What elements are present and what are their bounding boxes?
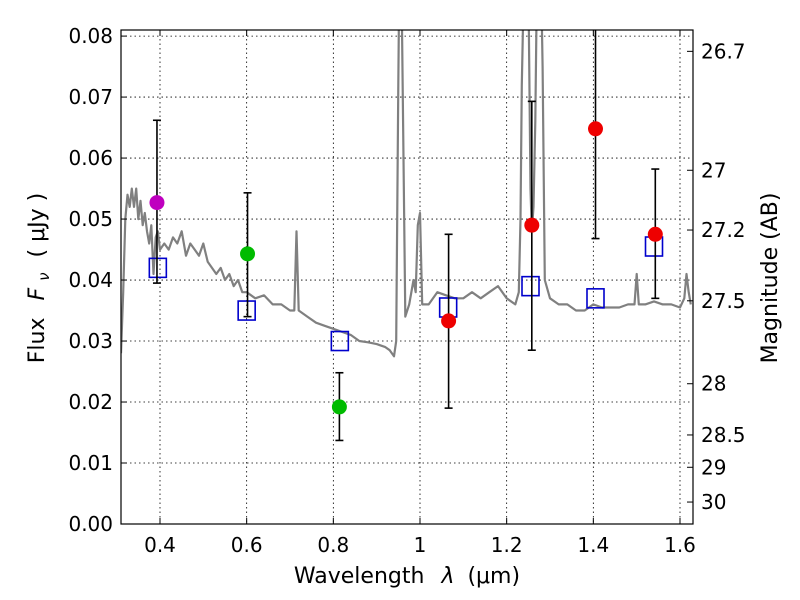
x-axis-label-unit: (μm): [467, 564, 520, 589]
x-tick-label: 0.6: [231, 533, 263, 557]
observed-flux-point: [149, 195, 165, 211]
x-axis-label-symbol: λ: [440, 564, 454, 589]
model-flux-box: [586, 288, 605, 309]
template-spectrum-line: [121, 30, 692, 358]
data-markers: [148, 30, 664, 442]
y-tick-label: 0.01: [68, 451, 113, 475]
y-axis-label-sub: ν: [35, 272, 53, 280]
x-tick-label: 1.4: [577, 533, 609, 557]
x-tick-label: 1: [414, 533, 427, 557]
plot-frame: [120, 29, 694, 525]
observed-flux-point: [441, 313, 457, 329]
observed-flux-point: [588, 121, 603, 137]
y-axis-label: Flux F ν ( μJy ): [25, 193, 55, 363]
model-flux-box: [330, 330, 350, 352]
observed-flux-point: [647, 226, 663, 242]
y-tick-label: 0.02: [68, 390, 113, 414]
y2-tick-label: 27.2: [701, 218, 746, 242]
model-flux-box: [237, 300, 256, 321]
y-tick-label: 0.08: [68, 24, 113, 48]
y2-tick-label: 28: [701, 372, 726, 396]
y2-tick-label: 29: [701, 455, 726, 479]
model-flux-box: [521, 275, 540, 297]
y-axis-label-unit: ( μJy ): [25, 193, 50, 258]
x-tick-label: 0.8: [317, 533, 349, 557]
plot-area: [121, 30, 692, 358]
y-tick-label: 0.07: [68, 85, 113, 109]
y-tick-label: 0.03: [68, 329, 113, 353]
x-axis-label: Wavelength λ (μm): [294, 564, 520, 589]
model-flux-box: [148, 257, 168, 279]
x-tick-label: 1.6: [664, 533, 696, 557]
y2-tick-label: 30: [701, 490, 726, 514]
y-tick-label: 0.05: [68, 207, 113, 231]
x-axis-label-text: Wavelength: [294, 564, 425, 589]
grid-lines: [121, 30, 693, 525]
y2-tick-label: 27: [701, 158, 726, 182]
y2-tick-label: 28.5: [701, 423, 746, 447]
axis-ticks: 0.4 0.6 0.8 1 1.2 1.4 1.6 0.00 0.01 0.02 0.03 0.04 0…: [68, 24, 745, 557]
y-tick-label: 0.06: [68, 146, 113, 170]
y-axis-label-symbol: F: [25, 287, 50, 300]
x-tick-label: 0.4: [144, 533, 176, 557]
y-axis-label-text: Flux: [25, 317, 50, 363]
y2-tick-label: 26.7: [701, 39, 746, 63]
y-tick-label: 0.04: [68, 268, 113, 292]
observed-flux-point: [240, 246, 256, 262]
y2-axis-label: Magnitude (AB): [758, 193, 783, 364]
observed-flux-point: [331, 399, 347, 415]
y-tick-label: 0.00: [68, 512, 113, 536]
x-tick-label: 1.2: [491, 533, 523, 557]
observed-flux-point: [524, 217, 540, 233]
y2-tick-label: 27.5: [701, 289, 746, 313]
